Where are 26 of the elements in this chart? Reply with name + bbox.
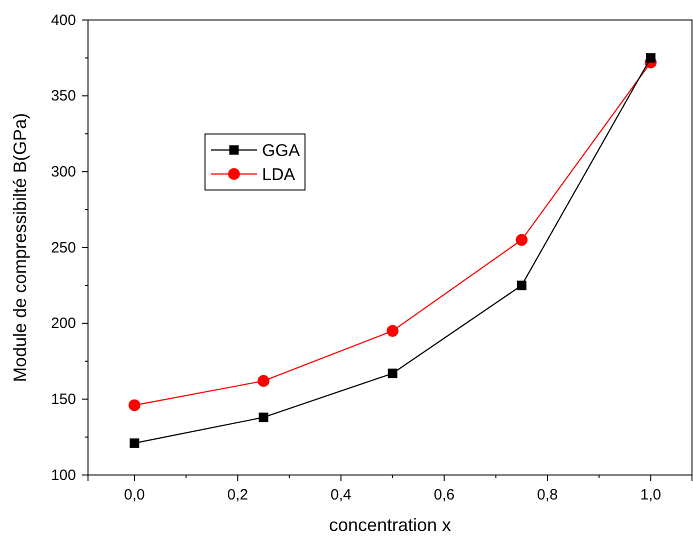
x-tick-label: 0,4 xyxy=(330,486,352,504)
point xyxy=(516,234,528,246)
y-tick-label: 250 xyxy=(50,239,76,256)
legend-label: LDA xyxy=(262,165,296,184)
y-tick-label: 300 xyxy=(50,163,76,180)
x-axis-title: concentration x xyxy=(328,515,452,535)
point xyxy=(258,375,270,387)
x-tick-label: 0,2 xyxy=(227,486,248,504)
y-tick-label: 150 xyxy=(50,390,76,408)
point xyxy=(386,325,398,337)
point xyxy=(258,412,268,422)
point xyxy=(516,280,526,290)
point xyxy=(388,368,398,378)
point xyxy=(130,438,140,448)
x-tick-label: 0,0 xyxy=(124,486,145,504)
y-tick-label: 100 xyxy=(50,466,76,484)
x-tick-label: 1,0 xyxy=(640,486,662,504)
y-tick-label: 350 xyxy=(50,88,76,105)
legend-label: GGA xyxy=(262,141,300,160)
y-tick-label: 200 xyxy=(50,315,76,332)
y-tick-label: 400 xyxy=(50,12,76,29)
y-axis-title: Module de compressibilté B(GPa) xyxy=(10,112,30,382)
x-tick-label: 0,6 xyxy=(434,486,455,504)
point xyxy=(128,399,140,412)
x-tick-label: 0,8 xyxy=(537,486,558,504)
point xyxy=(646,53,656,63)
